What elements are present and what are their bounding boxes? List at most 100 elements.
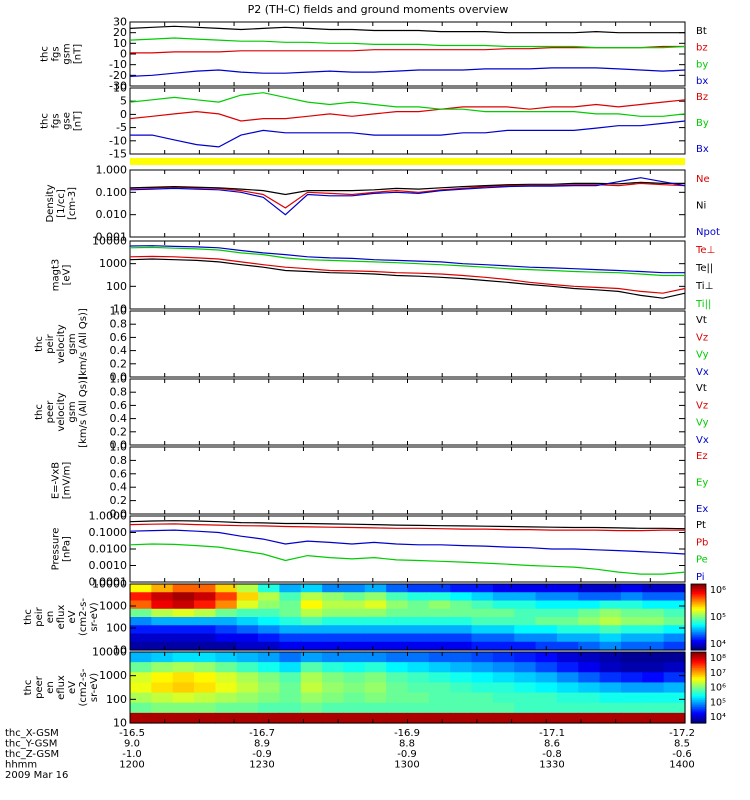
y-axis-label: thc bbox=[34, 336, 45, 352]
colorbar-segment bbox=[691, 585, 706, 588]
heatmap-cell bbox=[343, 641, 366, 651]
heatmap-cell bbox=[428, 592, 451, 602]
heatmap-cell bbox=[599, 592, 622, 602]
colorbar-frame bbox=[690, 583, 707, 651]
footer-value: -1.0 bbox=[122, 749, 142, 760]
heatmap-cell bbox=[599, 672, 622, 684]
y-tick-label: 0.0001 bbox=[89, 576, 128, 589]
heatmap-cell bbox=[556, 592, 579, 602]
legend-entry: Pb bbox=[696, 537, 708, 548]
heatmap-cell bbox=[578, 600, 601, 610]
heatmap-cell bbox=[236, 625, 259, 635]
heatmap-cell bbox=[428, 608, 451, 618]
colorbar-segment bbox=[691, 625, 706, 628]
heatmap-cell bbox=[578, 633, 601, 643]
colorbar-segment bbox=[691, 710, 706, 713]
heatmap-cell bbox=[599, 692, 622, 704]
y-tick-label: 0.6 bbox=[110, 467, 128, 480]
heatmap-cell bbox=[300, 682, 323, 694]
heatmap-cell bbox=[343, 682, 366, 694]
heatmap-cell bbox=[450, 672, 473, 684]
y-tick-label: 0.0 bbox=[110, 371, 128, 384]
legend-entry: Ne bbox=[696, 174, 710, 185]
heatmap-cell bbox=[428, 692, 451, 704]
panel-peer_eflux: 10⁸ 10⁷ 10⁶ 10⁵ 10⁴ 10000 1000 100 10 thc peer en ef… bbox=[23, 646, 726, 730]
footer-value: -16.7 bbox=[249, 728, 275, 739]
colorbar-segment bbox=[691, 685, 706, 689]
heatmap-cell bbox=[172, 682, 195, 694]
legend-entry: Ti|| bbox=[695, 299, 711, 310]
heatmap-cell bbox=[663, 652, 686, 663]
colorbar-segment bbox=[691, 666, 706, 669]
colorbar-tick-label: 10⁴ bbox=[710, 639, 726, 650]
series-line-Bx bbox=[130, 120, 686, 148]
heatmap-cell bbox=[428, 702, 451, 714]
heatmap-cell bbox=[578, 652, 601, 663]
colorbar-segment bbox=[691, 692, 706, 696]
heatmap-cell bbox=[663, 672, 686, 684]
heatmap-cell bbox=[236, 682, 259, 694]
heatmap-cell bbox=[322, 592, 345, 602]
heatmap-cell bbox=[450, 702, 473, 714]
colorbar-segment bbox=[691, 593, 706, 597]
heatmap-cell bbox=[556, 617, 579, 626]
colorbar-segment bbox=[691, 669, 706, 673]
colorbar-segment bbox=[691, 620, 706, 623]
heatmap-cell bbox=[300, 633, 323, 643]
heatmap-cell bbox=[663, 608, 686, 618]
heatmap-cell bbox=[364, 702, 387, 714]
colorbar-segment bbox=[691, 708, 706, 712]
heatmap-cell bbox=[407, 625, 430, 635]
legend-entry: by bbox=[696, 59, 708, 70]
heatmap-cell bbox=[194, 600, 216, 610]
heatmap-cell bbox=[300, 702, 323, 714]
heatmap-cell bbox=[130, 617, 152, 626]
footer-value: -0.6 bbox=[672, 749, 692, 760]
heatmap-cell bbox=[194, 662, 216, 673]
heatmap-cell bbox=[450, 652, 473, 663]
y-tick-label: 10 bbox=[113, 717, 127, 730]
heatmap-cell bbox=[279, 662, 302, 673]
heatmap-cell bbox=[599, 652, 622, 663]
y-axis-label: [cm-3] bbox=[67, 187, 78, 220]
panel-frame bbox=[129, 240, 686, 310]
legend-entry: bz bbox=[696, 43, 708, 54]
colorbar-segment bbox=[691, 613, 706, 616]
heatmap-cell bbox=[364, 682, 387, 694]
heatmap-cell bbox=[514, 608, 537, 618]
heatmap-cell bbox=[535, 672, 558, 684]
legend-entry: Te|| bbox=[695, 263, 713, 274]
y-axis-label: thc bbox=[23, 609, 34, 625]
heatmap-cell bbox=[364, 652, 387, 663]
y-axis-label: [nPa] bbox=[62, 536, 73, 562]
heatmap-cell bbox=[172, 633, 195, 643]
heatmap-cell bbox=[450, 692, 473, 704]
heatmap-cell bbox=[215, 682, 238, 694]
footer-value: 1300 bbox=[394, 760, 419, 771]
heatmap-cell bbox=[364, 592, 387, 602]
legend-entry: Bt bbox=[696, 26, 707, 37]
heatmap-cell bbox=[620, 672, 643, 684]
heatmap-cell bbox=[556, 584, 579, 593]
heatmap-cell bbox=[642, 712, 665, 724]
panel-frame bbox=[129, 515, 686, 583]
heatmap-cell bbox=[535, 662, 558, 673]
y-tick-label: 1.0 bbox=[110, 373, 128, 386]
y-tick-label: 0.2 bbox=[110, 425, 128, 438]
y-tick-label: 1000 bbox=[99, 600, 127, 613]
heatmap-cell bbox=[514, 584, 537, 593]
legend-entry: Ni bbox=[696, 201, 706, 212]
heatmap-cell bbox=[215, 625, 238, 635]
heatmap-cell bbox=[343, 617, 366, 626]
heatmap-cell bbox=[194, 633, 216, 643]
heatmap-cell bbox=[215, 633, 238, 643]
heatmap-cell bbox=[471, 652, 494, 663]
colorbar-segment bbox=[691, 597, 706, 600]
heatmap-cell bbox=[151, 641, 174, 651]
heatmap-cell bbox=[471, 592, 494, 602]
heatmap-cell bbox=[471, 692, 494, 704]
y-tick-label: -5 bbox=[116, 121, 127, 134]
heatmap-cell bbox=[130, 652, 152, 663]
colorbar-segment bbox=[691, 590, 706, 593]
heatmap-cell bbox=[215, 712, 238, 724]
